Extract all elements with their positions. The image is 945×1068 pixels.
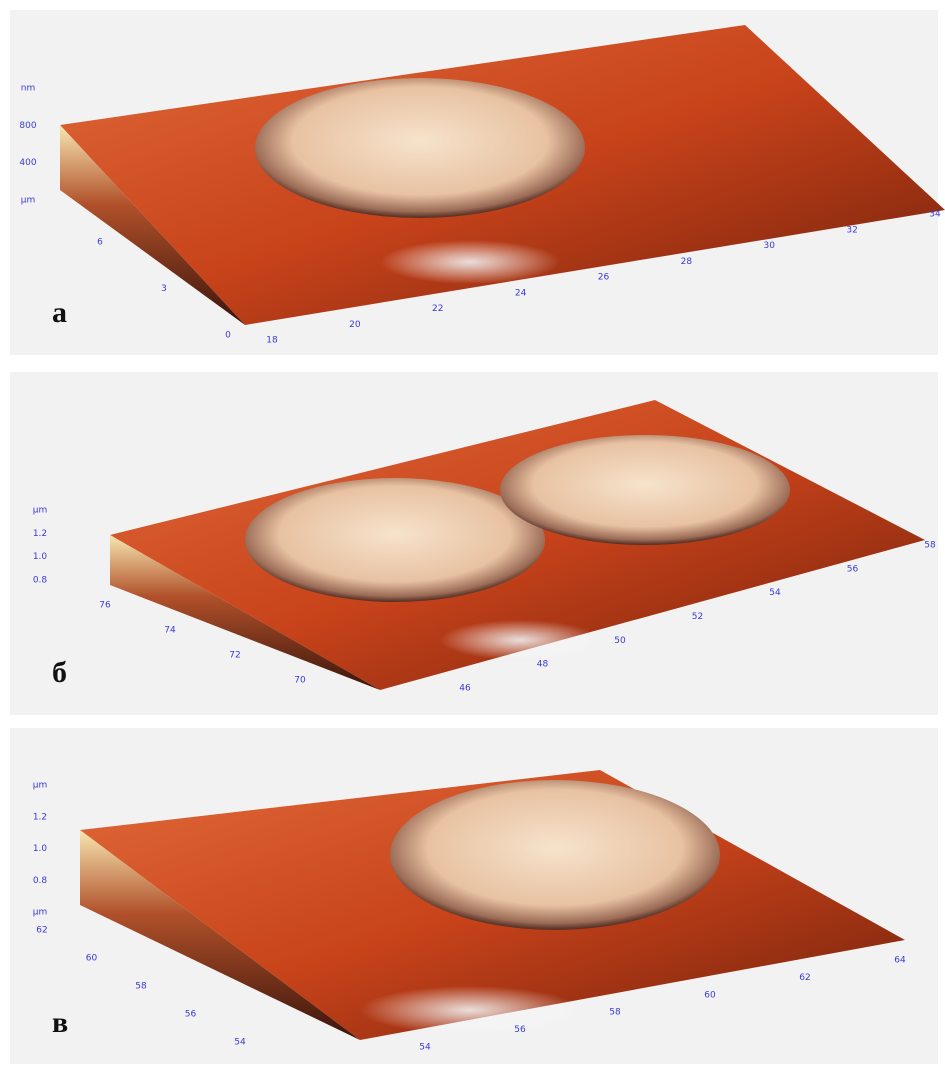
side-face [110, 535, 380, 690]
cell [390, 780, 720, 930]
panel-letter: в [52, 1006, 68, 1039]
y-tick-label: 6 [97, 238, 103, 248]
z-tick-label: 1.2 [33, 529, 47, 539]
z-tick-label: μm [33, 781, 48, 791]
x-tick-label: 62 [799, 973, 810, 983]
cell [255, 78, 585, 218]
x-tick-label: 56 [514, 1025, 526, 1035]
z-tick-label: μm [33, 506, 48, 516]
highlight [360, 986, 580, 1034]
y-tick-label: 58 [135, 982, 147, 992]
z-tick-label: μm [33, 908, 48, 918]
y-tick-label: 3 [161, 284, 167, 294]
y-tick-label: 60 [86, 954, 98, 964]
panel-c [10, 728, 938, 1064]
x-tick-label: 28 [681, 257, 693, 267]
y-tick-label: 74 [164, 626, 176, 636]
x-tick-label: 20 [349, 320, 361, 330]
x-tick-label: 22 [432, 304, 443, 314]
panel-a [10, 10, 945, 355]
y-tick-label: 72 [229, 651, 240, 661]
x-tick-label: 54 [419, 1043, 431, 1053]
z-tick-label: nm [21, 84, 35, 94]
y-tick-label: 62 [36, 926, 47, 936]
x-tick-label: 46 [459, 684, 471, 694]
x-tick-label: 30 [764, 241, 776, 251]
cell [245, 478, 545, 602]
y-tick-label: 70 [294, 676, 306, 686]
x-tick-label: 26 [598, 273, 610, 283]
z-tick-label: 1.0 [33, 844, 48, 854]
side-face [60, 125, 245, 325]
x-tick-label: 24 [515, 288, 527, 298]
z-tick-label: 0.8 [33, 876, 48, 886]
x-tick-label: 58 [609, 1008, 621, 1018]
y-tick-label: 56 [185, 1010, 197, 1020]
x-tick-label: 34 [929, 210, 941, 220]
x-tick-label: 54 [769, 588, 781, 598]
y-tick-label: 54 [234, 1038, 246, 1048]
side-face [80, 830, 360, 1040]
z-tick-label: 400 [19, 158, 36, 168]
highlight [380, 240, 560, 284]
z-tick-label: μm [21, 196, 36, 206]
panel-letter: б [52, 656, 67, 689]
x-tick-label: 64 [894, 956, 906, 966]
highlight [440, 620, 600, 660]
x-tick-label: 48 [537, 660, 549, 670]
x-tick-label: 56 [847, 564, 859, 574]
panel-letter: а [52, 296, 67, 329]
x-tick-label: 50 [614, 636, 626, 646]
x-tick-label: 58 [924, 541, 936, 551]
cell [500, 435, 790, 545]
x-tick-label: 18 [266, 336, 278, 346]
x-tick-label: 52 [692, 612, 703, 622]
z-tick-label: 800 [19, 121, 36, 131]
z-tick-label: 0.8 [33, 576, 48, 586]
x-tick-label: 60 [704, 990, 716, 1000]
y-tick-label: 76 [99, 601, 111, 611]
y-tick-label: 0 [225, 331, 231, 341]
z-tick-label: 1.2 [33, 812, 47, 822]
x-tick-label: 32 [846, 225, 857, 235]
z-tick-label: 1.0 [33, 552, 48, 562]
panel-b [10, 372, 938, 715]
